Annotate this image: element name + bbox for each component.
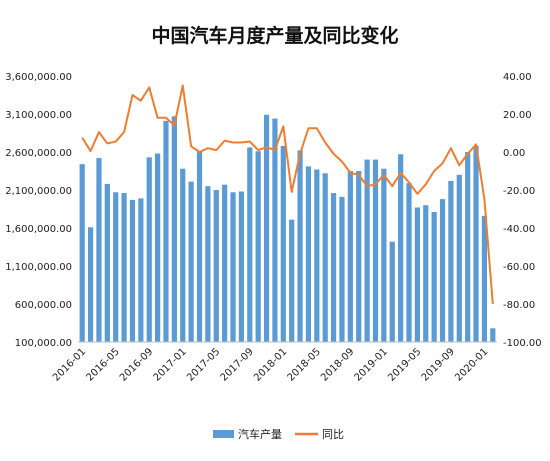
left-axis: 100,000.00 600,000.00 1,100,000.00 1,600,00… — [5, 72, 72, 349]
right-tick-label: -40.00 — [503, 224, 535, 235]
x-tick-label: 2016-01 — [51, 346, 88, 383]
left-tick-label: 2,600,000.00 — [5, 148, 72, 159]
x-tick-label: 2019-05 — [386, 346, 423, 383]
bar-2019-02 — [389, 241, 395, 342]
legend: 汽车产量 同比 — [213, 427, 344, 441]
bar-2018-01 — [280, 145, 286, 342]
bar-2018-10 — [356, 171, 362, 342]
bar-2018-09 — [347, 171, 353, 342]
bar-2017-02 — [188, 181, 194, 342]
bar-2019-04 — [406, 183, 412, 342]
bar-2016-06 — [121, 193, 127, 342]
bar-2019-07 — [431, 212, 437, 342]
right-tick-label: -60.00 — [503, 262, 535, 273]
bar-2018-04 — [305, 166, 312, 342]
bar-2020-01 — [481, 215, 488, 342]
legend-bar-swatch — [213, 430, 234, 438]
bar-2016-04 — [104, 183, 110, 342]
right-tick-label: -20.00 — [503, 186, 535, 197]
right-tick-label: 40.00 — [503, 72, 532, 83]
chart-title: 中国汽车月度产量及同比变化 — [151, 24, 398, 47]
x-axis: 2016-012016-052016-092017-012017-052017-… — [51, 341, 497, 384]
bar-2018-08 — [339, 196, 345, 342]
left-tick-label: 1,600,000.00 — [5, 224, 72, 235]
x-tick-label: 2017-09 — [219, 346, 256, 383]
bar-2020-02 — [490, 328, 496, 342]
x-tick-label: 2020-01 — [453, 346, 490, 383]
left-tick-label: 1,100,000.00 — [5, 262, 72, 273]
bar-2018-07 — [330, 193, 337, 342]
bar-2017-11 — [263, 114, 270, 342]
x-tick-label: 2016-09 — [118, 346, 155, 383]
bar-2016-12 — [171, 116, 177, 342]
bar-2019-06 — [423, 205, 429, 342]
bar-2018-02 — [289, 219, 295, 342]
right-tick-label: -100.00 — [503, 338, 542, 349]
plot-area — [79, 84, 496, 342]
bar-2017-07 — [230, 192, 236, 342]
legend-label: 汽车产量 — [238, 427, 282, 441]
right-tick-label: -80.00 — [503, 300, 535, 311]
x-tick-label: 2017-05 — [185, 346, 222, 383]
left-tick-label: 3,600,000.00 — [5, 72, 72, 83]
x-tick-label: 2018-01 — [252, 346, 289, 383]
line-series-yoy — [81, 84, 494, 305]
x-tick-label: 2018-09 — [319, 346, 356, 383]
left-tick-label: 2,100,000.00 — [5, 186, 72, 197]
bar-2018-06 — [322, 173, 328, 342]
bar-2017-05 — [213, 190, 219, 342]
bar-2019-09 — [448, 180, 454, 342]
bar-2016-07 — [129, 199, 136, 342]
legend-label: 同比 — [322, 428, 344, 441]
bar-2017-08 — [238, 191, 245, 342]
x-tick-label: 2019-09 — [420, 346, 457, 383]
left-tick-label: 3,100,000.00 — [5, 110, 72, 121]
bar-2019-05 — [414, 207, 420, 342]
bar-2017-03 — [196, 151, 203, 342]
x-tick-label: 2019-01 — [353, 346, 390, 383]
bar-2019-11 — [465, 152, 471, 342]
bar-2019-12 — [473, 145, 479, 342]
bar-2017-12 — [272, 118, 278, 342]
bar-2017-04 — [205, 186, 211, 342]
left-tick-label: 600,000.00 — [15, 300, 72, 311]
x-tick-label: 2018-05 — [286, 346, 323, 383]
left-tick-label: 100,000.00 — [15, 338, 72, 349]
bar-2019-01 — [381, 168, 387, 342]
bar-2019-10 — [456, 174, 462, 342]
right-tick-label: 0.00 — [503, 148, 525, 159]
bar-2018-03 — [297, 150, 303, 342]
bar-2016-03 — [96, 158, 102, 342]
right-axis: -100.00 -80.00 -60.00 -40.00 -20.00 0.00 20.00… — [503, 72, 542, 349]
bar-2016-09 — [146, 157, 152, 342]
bar-2017-01 — [180, 168, 186, 342]
right-tick-label: 20.00 — [503, 110, 532, 121]
bar-2016-02 — [87, 227, 94, 342]
bar-2018-12 — [372, 159, 379, 342]
bar-2017-10 — [255, 151, 261, 342]
bar-2019-03 — [398, 154, 404, 342]
bar-2018-11 — [364, 159, 370, 342]
bar-2016-11 — [163, 120, 169, 342]
bar-2018-05 — [314, 169, 320, 342]
bar-2016-08 — [138, 198, 144, 342]
bar-2019-08 — [439, 199, 446, 342]
x-tick-label: 2016-05 — [84, 346, 121, 383]
x-tick-label: 2017-01 — [152, 346, 189, 383]
bar-2016-05 — [113, 192, 119, 342]
bar-2017-09 — [247, 147, 253, 342]
bar-2016-01 — [79, 164, 85, 342]
bar-2017-06 — [222, 184, 228, 342]
bar-2016-10 — [155, 153, 161, 342]
